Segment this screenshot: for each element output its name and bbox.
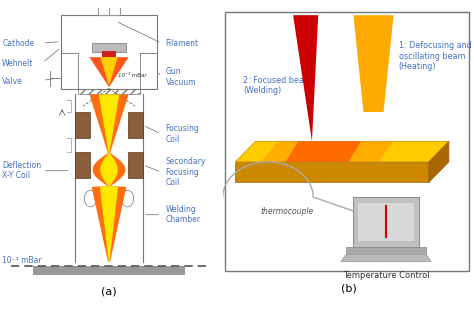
Polygon shape xyxy=(235,141,449,162)
Bar xyxy=(79,89,139,94)
Text: (b): (b) xyxy=(340,284,356,294)
Text: Gun
Vacuum: Gun Vacuum xyxy=(166,67,196,86)
Polygon shape xyxy=(285,141,361,162)
Bar xyxy=(346,247,426,254)
Bar xyxy=(102,51,116,57)
Bar xyxy=(358,203,414,241)
Text: Deflection
X-Y Coil: Deflection X-Y Coil xyxy=(2,161,41,181)
Text: Wehnelt: Wehnelt xyxy=(2,59,34,68)
Polygon shape xyxy=(354,15,393,112)
Bar xyxy=(225,12,469,271)
Polygon shape xyxy=(90,94,128,262)
Bar xyxy=(33,266,185,275)
Text: Filament: Filament xyxy=(166,39,199,48)
Text: 1: Defocusing and
oscillating beam
(Heating): 1: Defocusing and oscillating beam (Heat… xyxy=(399,41,471,71)
Polygon shape xyxy=(261,141,393,162)
Text: Secondary
Focusing
Coil: Secondary Focusing Coil xyxy=(166,157,206,187)
Polygon shape xyxy=(293,15,318,141)
Bar xyxy=(75,112,91,138)
Text: thermocouple: thermocouple xyxy=(261,207,314,216)
Bar xyxy=(91,43,127,52)
Text: 10⁻³ mBar: 10⁻³ mBar xyxy=(2,256,42,265)
Bar xyxy=(75,152,91,178)
Polygon shape xyxy=(429,141,449,182)
Text: Welding
Chamber: Welding Chamber xyxy=(166,205,201,225)
Bar xyxy=(128,112,143,138)
Polygon shape xyxy=(341,254,431,262)
Polygon shape xyxy=(90,57,128,87)
Polygon shape xyxy=(235,162,429,182)
Text: (a): (a) xyxy=(101,287,117,297)
Text: Focusing
Coil: Focusing Coil xyxy=(166,124,200,144)
Bar xyxy=(128,152,143,178)
Polygon shape xyxy=(99,94,119,262)
Text: 2: Focused beam
(Welding): 2: Focused beam (Welding) xyxy=(243,76,312,95)
Text: Cathode: Cathode xyxy=(2,39,34,48)
Text: Temperature Control: Temperature Control xyxy=(343,271,429,279)
Text: Valve: Valve xyxy=(2,77,23,86)
Polygon shape xyxy=(100,57,118,85)
Text: 10⁻¹ mBar: 10⁻¹ mBar xyxy=(118,73,146,78)
Bar xyxy=(61,15,157,89)
Bar xyxy=(354,197,419,247)
